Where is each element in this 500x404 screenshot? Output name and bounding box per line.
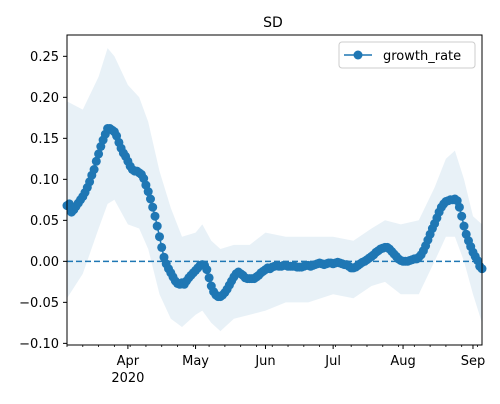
x-tick-sublabel: 2020 <box>111 371 144 386</box>
data-point <box>94 149 104 159</box>
x-axis: Apr 2020 May Jun Jul Aug Sep <box>66 345 486 386</box>
data-point <box>148 202 158 212</box>
data-point <box>89 165 99 174</box>
x-tick-label: Apr <box>117 354 140 369</box>
series-layer <box>62 124 487 302</box>
data-point <box>457 211 467 221</box>
uncertainty-band <box>67 48 482 332</box>
data-point <box>204 273 214 283</box>
data-point <box>143 187 153 197</box>
data-point <box>152 221 162 231</box>
y-tick-label: 0.00 <box>30 255 59 270</box>
data-point <box>454 202 464 212</box>
y-tick-label: 0.20 <box>30 91 59 106</box>
y-tick-label: 0.05 <box>30 214 59 229</box>
data-point <box>202 265 212 275</box>
legend-marker <box>353 50 363 60</box>
data-point <box>459 221 469 231</box>
chart-title: SD <box>263 15 283 31</box>
x-tick-label: May <box>182 354 209 369</box>
y-tick-label: 0.15 <box>30 132 59 147</box>
y-tick-label: 0.25 <box>30 50 59 65</box>
y-tick-label: 0.10 <box>30 173 59 188</box>
x-tick-label: Jun <box>254 354 275 369</box>
y-tick-label: −0.05 <box>19 296 59 311</box>
x-tick-label: Aug <box>390 354 415 369</box>
data-point <box>157 242 167 252</box>
y-axis: 0.25 0.20 0.15 0.10 0.05 0.00 −0.05 −0.10 <box>19 50 67 352</box>
x-tick-label: Sep <box>461 354 486 369</box>
uncertainty-band-layer <box>67 48 482 332</box>
legend-box <box>338 41 476 69</box>
data-point <box>155 232 164 242</box>
legend: growth_rate <box>338 41 476 69</box>
legend-label: growth_rate <box>383 49 461 64</box>
data-point <box>146 194 155 204</box>
data-point <box>91 156 101 166</box>
data-point <box>150 211 160 221</box>
y-tick-label: −0.10 <box>19 337 59 352</box>
axes-frame <box>66 34 483 346</box>
x-tick-label: Jul <box>324 354 341 369</box>
